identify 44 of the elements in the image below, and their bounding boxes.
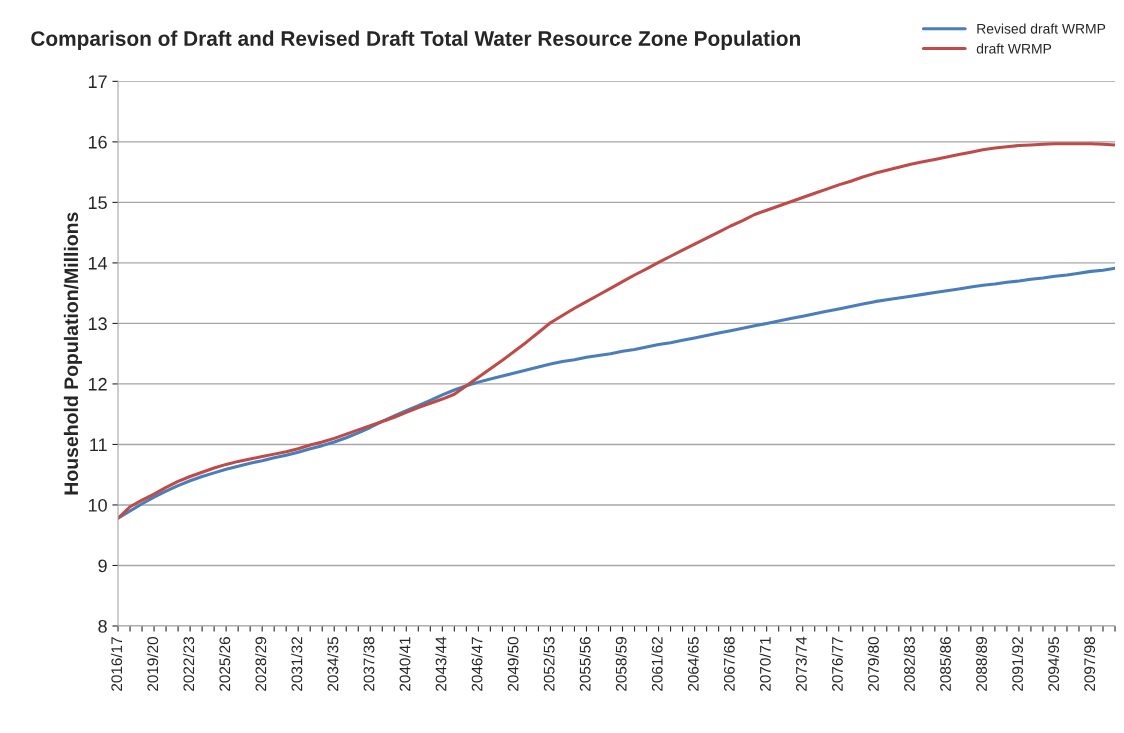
y-tick-label: 13 (88, 317, 107, 331)
x-tick-label: 2022/23 (182, 637, 195, 691)
y-tick-label: 14 (88, 257, 108, 270)
x-tick-label: 2049/50 (507, 636, 519, 691)
y-tick-label: 11 (90, 438, 107, 451)
x-tick-label: 2094/95 (1047, 637, 1060, 691)
x-tick-label: 2091/92 (1011, 637, 1024, 691)
x-tick-label: 2043/44 (435, 636, 447, 691)
x-tick-label: 2019/20 (146, 636, 159, 691)
x-tick-label: 2097/98 (1083, 637, 1096, 691)
x-tick-label: 2055/56 (579, 637, 591, 691)
x-tick-label: 2085/86 (939, 637, 951, 691)
line-series (118, 266, 1116, 520)
chart-title: Comparison of Draft and Revised Draft Total Water Resource Zone Population (31, 30, 800, 51)
x-tick-label: 2067/68 (723, 637, 735, 691)
x-tick-label: 2052/53 (543, 637, 555, 691)
x-tick-label: 2031/32 (291, 637, 303, 691)
x-tick-label: 2058/59 (615, 637, 627, 691)
x-tick-label: 2016/17 (110, 637, 123, 691)
legend-label: Revised draft WRMP (977, 23, 1106, 34)
y-axis-title: Household Population/Millions (63, 212, 82, 495)
x-tick-label: 2037/38 (363, 637, 375, 691)
x-tick-label: 2046/47 (471, 637, 483, 691)
x-tick-label: 2073/74 (795, 636, 807, 691)
x-tick-label: 2070/71 (759, 637, 771, 691)
x-tick-label: 2040/41 (399, 637, 411, 691)
x-tick-label: 2079/80 (867, 636, 879, 691)
x-tick-label: 2061/62 (651, 637, 663, 691)
x-tick-label: 2082/83 (903, 637, 915, 691)
y-tick-label: 12 (88, 377, 107, 391)
x-tick-label: 2088/89 (975, 637, 987, 691)
x-tick-label: 2025/26 (219, 637, 231, 691)
y-tick-label: 16 (88, 135, 107, 149)
x-tick-label: 2076/77 (831, 637, 843, 691)
x-tick-label: 2064/65 (687, 637, 699, 691)
line-series (118, 142, 1116, 520)
y-tick-label: 10 (88, 498, 107, 512)
y-tick-label: 17 (88, 75, 107, 88)
y-tick-label: 8 (98, 619, 107, 633)
x-tick-label: 2028/29 (255, 637, 267, 691)
legend-label: draft WRMP (976, 43, 1052, 54)
y-tick-label: 9 (98, 559, 107, 573)
y-tick-label: 15 (88, 196, 107, 210)
x-tick-label: 2034/35 (327, 637, 339, 691)
